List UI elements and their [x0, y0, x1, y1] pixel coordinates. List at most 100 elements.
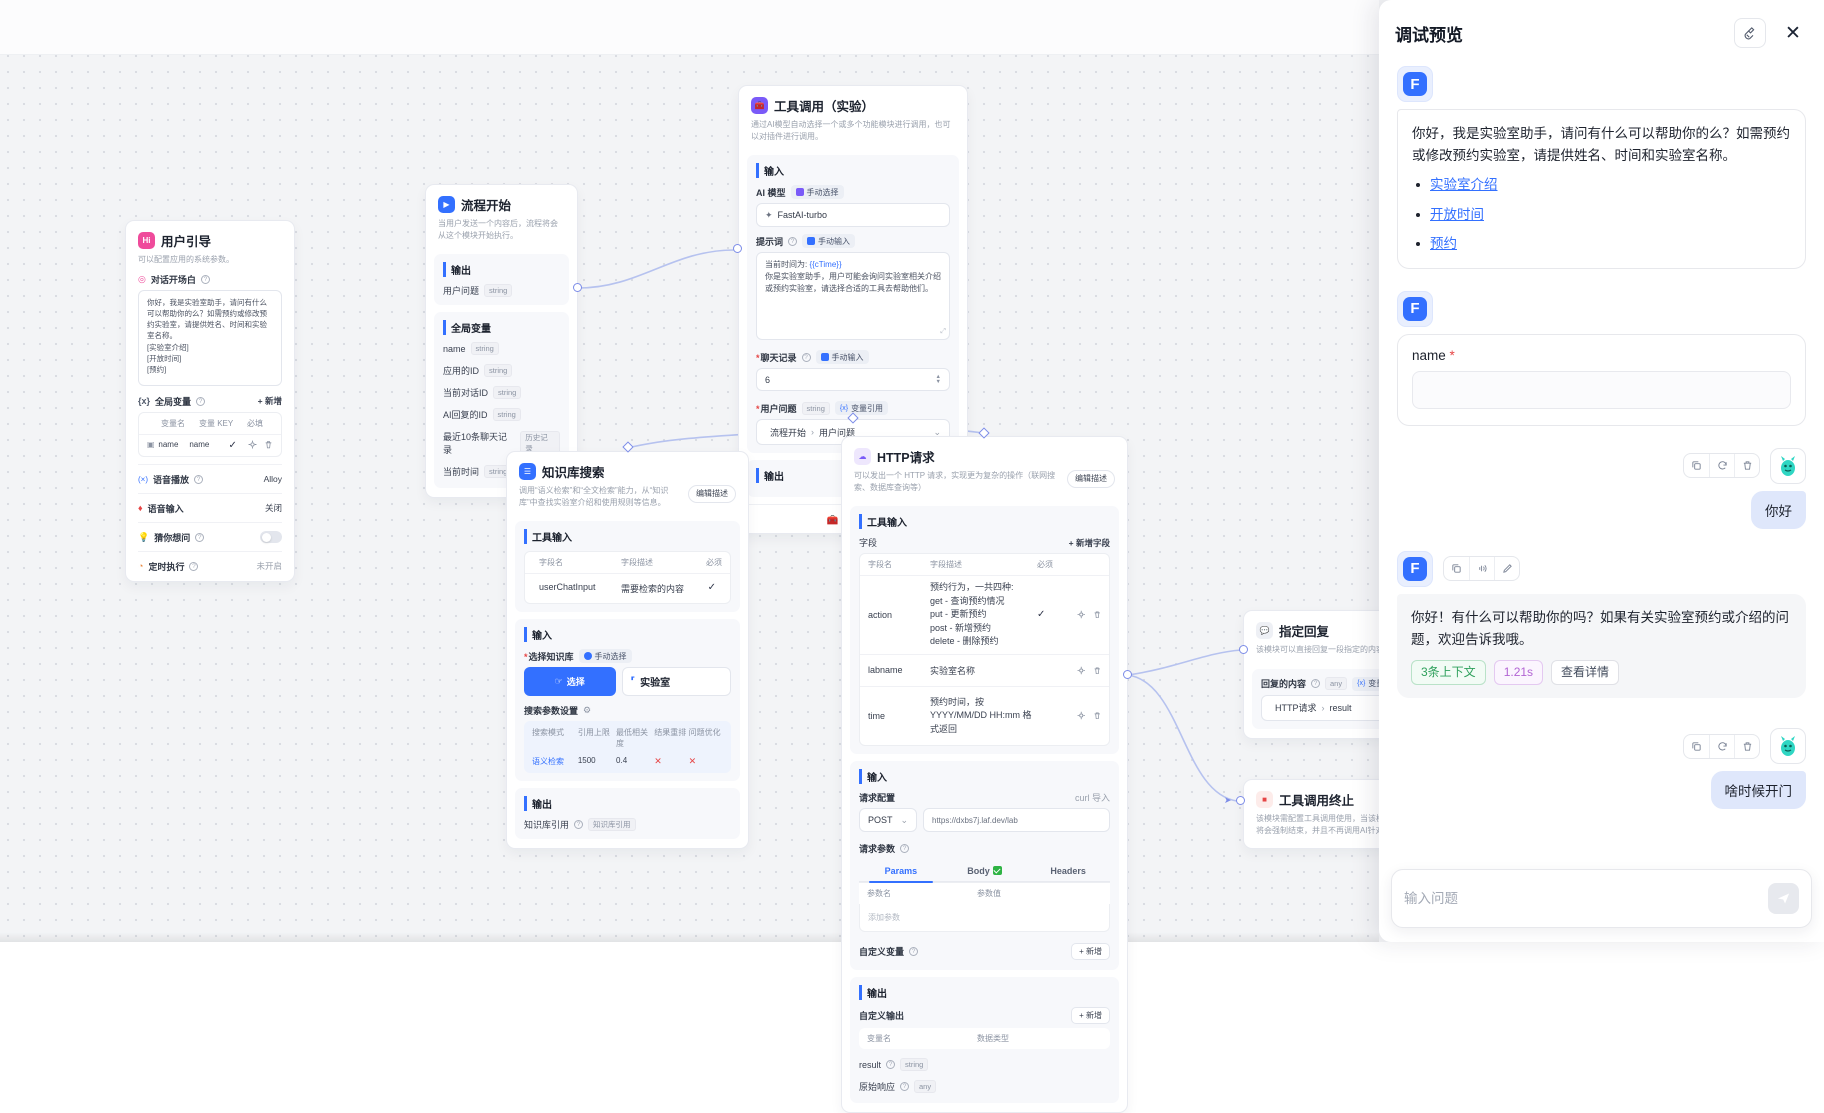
edit-description-button[interactable]: 编辑描述	[688, 485, 736, 503]
tab-body[interactable]: Body	[943, 861, 1027, 881]
delete-icon[interactable]	[1734, 735, 1759, 758]
info-icon[interactable]: ?	[196, 397, 205, 406]
context-count-badge[interactable]: 3条上下文	[1411, 660, 1486, 685]
ref-field: result	[1330, 703, 1352, 713]
bot-logo-icon: F	[1403, 557, 1427, 581]
edit-variable-icon[interactable]	[248, 440, 257, 449]
guess-ask-toggle[interactable]	[260, 531, 282, 543]
stepper-arrows[interactable]: ▲▼	[936, 375, 941, 384]
welcome-link[interactable]: 预约	[1430, 233, 1457, 255]
guess-ask-label: 猜你想问	[154, 531, 190, 544]
edit-description-button[interactable]: 编辑描述	[1067, 470, 1115, 488]
voice-input-value[interactable]: 关闭	[265, 502, 282, 514]
chat-history[interactable]: F 你好，我是实验室助手，请问有什么可以帮助你的么？如需预约或修改预约实验室，请…	[1379, 60, 1824, 859]
chat-input-box[interactable]	[1391, 869, 1812, 928]
edit-field-icon[interactable]	[1077, 610, 1086, 619]
send-icon	[1776, 891, 1791, 906]
tab-headers[interactable]: Headers	[1026, 861, 1110, 881]
add-custom-output-button[interactable]: + 新增	[1071, 1007, 1110, 1024]
stop-input-handle[interactable]	[1236, 796, 1245, 805]
node-kb-search[interactable]: ☰知识库搜索 调用“语义检索”和“全文检索”能力，从“知识库”中查找实验室介绍和…	[506, 451, 749, 849]
variable-row[interactable]: ▣ name name ✓	[139, 434, 281, 456]
history-count-input[interactable]: 6 ▲▼	[756, 368, 950, 391]
info-icon[interactable]: ?	[886, 1060, 895, 1069]
kb-item[interactable]: ⸢实验室	[622, 667, 732, 696]
view-detail-button[interactable]: 查看详情	[1551, 660, 1619, 685]
global-var-label: 全局变量	[155, 395, 191, 408]
model-select[interactable]: ✦FastAI-turbo	[756, 203, 950, 227]
info-icon[interactable]: ?	[900, 844, 909, 853]
edit-field-icon[interactable]	[1077, 711, 1086, 720]
info-icon[interactable]: ?	[900, 1082, 909, 1091]
required-check: ✓	[1037, 609, 1077, 620]
delete-variable-icon[interactable]	[264, 440, 273, 449]
add-variable-button[interactable]: + 新增	[258, 395, 282, 407]
node-http-request[interactable]: ☁HTTP请求 可以发出一个 HTTP 请求，实现更为复杂的操作（联网搜索、数据…	[841, 436, 1128, 1113]
delete-field-icon[interactable]	[1093, 666, 1102, 675]
info-icon[interactable]: ?	[574, 820, 583, 829]
delete-icon[interactable]	[1734, 454, 1759, 477]
info-icon[interactable]: ?	[195, 533, 204, 542]
chat-input[interactable]	[1404, 891, 1768, 906]
info-icon[interactable]: ?	[1311, 679, 1320, 688]
expand-icon[interactable]: ⤢	[940, 327, 946, 338]
info-icon[interactable]: ?	[909, 947, 918, 956]
node-title: 用户引导	[161, 231, 211, 250]
add-param-placeholder[interactable]: 添加参数	[859, 904, 1110, 932]
mic-icon: ♦	[138, 503, 143, 513]
info-icon[interactable]: ?	[802, 353, 811, 362]
bot-logo-icon: F	[1403, 297, 1427, 321]
schedule-value[interactable]: 未开启	[256, 560, 282, 572]
history-value: 6	[765, 375, 770, 385]
retry-icon[interactable]	[1709, 454, 1734, 477]
global-item: 最近10条聊天记录	[443, 430, 515, 456]
tool-field-row[interactable]: labname 实验室名称	[860, 654, 1109, 686]
opening-textarea[interactable]: 你好，我是实验室助手，请问有什么可以帮助你的么？如需预约或修改预约实验室，请提供…	[138, 290, 282, 386]
add-custom-var-button[interactable]: + 新增	[1071, 943, 1110, 960]
delete-field-icon[interactable]	[1093, 711, 1102, 720]
http-output-handle[interactable]	[1123, 670, 1132, 679]
welcome-link[interactable]: 实验室介绍	[1430, 174, 1498, 196]
curl-import-button[interactable]: curl 导入	[1075, 791, 1110, 804]
tab-params[interactable]: Params	[859, 861, 943, 881]
info-icon[interactable]: ?	[194, 475, 203, 484]
tool-call-input-handle[interactable]	[733, 244, 742, 253]
gear-icon[interactable]: ⚙	[583, 705, 591, 716]
copy-icon[interactable]	[1684, 735, 1709, 758]
info-icon[interactable]: ?	[189, 562, 198, 571]
voice-play-value[interactable]: Alloy	[264, 474, 282, 484]
field-desc: 实验室名称	[930, 664, 1037, 677]
kb-logo-icon: ⸢	[631, 676, 636, 687]
delete-field-icon[interactable]	[1093, 610, 1102, 619]
read-aloud-icon[interactable]	[1469, 557, 1494, 580]
edit-icon[interactable]	[1494, 557, 1519, 580]
retry-icon[interactable]	[1709, 735, 1734, 758]
flow-start-output-handle[interactable]	[573, 283, 582, 292]
tool-field-row[interactable]: time 预约时间，按 YYYY/MM/DD HH:mm 格式返回	[860, 686, 1109, 746]
search-params-table: 搜索模式 引用上限 最低相关度 结果重排 问题优化 语义检索 1500 0.4 …	[524, 721, 731, 773]
edit-field-icon[interactable]	[1077, 666, 1086, 675]
prompt-textarea[interactable]: 当前时间为: {{cTime}}你是实验室助手，用户可能会询问实验室相关介绍或预…	[756, 252, 950, 340]
form-name-input[interactable]	[1412, 371, 1791, 409]
tool-field-row[interactable]: action 预约行为，一共四种: get - 查询预约情况 put - 更新预…	[860, 575, 1109, 654]
copy-icon[interactable]	[1444, 557, 1469, 580]
info-icon[interactable]: ?	[788, 237, 797, 246]
method-select[interactable]: POST⌄	[859, 808, 917, 832]
welcome-link[interactable]: 开放时间	[1430, 204, 1484, 226]
section-output: 输出	[859, 985, 1110, 1000]
clear-history-button[interactable]	[1734, 18, 1766, 48]
send-button[interactable]	[1768, 883, 1799, 914]
field-name: time	[868, 711, 930, 721]
add-field-button[interactable]: + 新增字段	[1069, 537, 1110, 549]
info-icon[interactable]: ?	[201, 275, 210, 284]
url-input[interactable]: https://dxbs7j.laf.dev/lab	[923, 808, 1110, 832]
node-title: HTTP请求	[877, 447, 935, 466]
reply-input-handle[interactable]	[1239, 645, 1248, 654]
close-icon[interactable]: ✕	[1778, 18, 1808, 48]
copy-icon[interactable]	[1684, 454, 1709, 477]
select-kb-button[interactable]: ☞选择	[524, 667, 616, 696]
form-field-label: name	[1412, 348, 1791, 363]
response-time-badge[interactable]: 1.21s	[1494, 660, 1543, 685]
